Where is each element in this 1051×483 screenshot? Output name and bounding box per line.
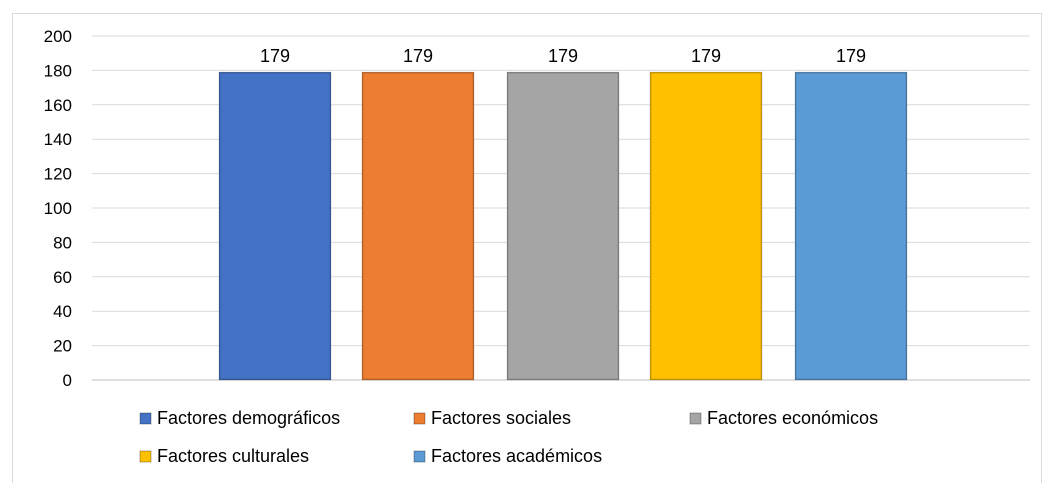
y-tick-label: 200 xyxy=(44,27,72,46)
bar-outline xyxy=(361,71,475,381)
legend-swatch xyxy=(413,412,426,425)
bar-outline xyxy=(218,71,332,381)
y-tick-label: 140 xyxy=(44,130,72,149)
legend-swatch xyxy=(139,450,152,463)
y-tick-label: 60 xyxy=(53,268,72,287)
bar xyxy=(219,72,331,381)
legend-label: Factores académicos xyxy=(431,446,602,466)
legend-label: Factores demográficos xyxy=(157,408,340,428)
data-label: 179 xyxy=(548,46,578,66)
data-labels: 179 179 179 179 179 xyxy=(260,46,866,66)
data-label: 179 xyxy=(836,46,866,66)
legend-swatch xyxy=(413,450,426,463)
data-label: 179 xyxy=(260,46,290,66)
y-tick-label: 0 xyxy=(63,371,72,390)
data-label: 179 xyxy=(403,46,433,66)
legend-label: Factores económicos xyxy=(707,408,878,428)
legend-label: Factores sociales xyxy=(431,408,571,428)
bar xyxy=(362,72,474,381)
legend-swatch xyxy=(139,412,152,425)
bar xyxy=(650,72,762,381)
legend-swatch xyxy=(689,412,702,425)
y-tick-label: 120 xyxy=(44,165,72,184)
data-label: 179 xyxy=(691,46,721,66)
y-axis-tick-labels: 0 20 40 60 80 100 120 140 160 180 200 xyxy=(44,27,72,390)
y-tick-label: 40 xyxy=(53,302,72,321)
y-tick-label: 100 xyxy=(44,199,72,218)
y-tick-label: 80 xyxy=(53,233,72,252)
legend-label: Factores culturales xyxy=(157,446,309,466)
bar xyxy=(795,72,907,381)
y-tick-label: 160 xyxy=(44,96,72,115)
bars xyxy=(218,71,908,381)
y-tick-label: 180 xyxy=(44,61,72,80)
legend: Factores demográficos Factores sociales Fa… xyxy=(139,408,878,466)
y-tick-label: 20 xyxy=(53,337,72,356)
bar-outline xyxy=(794,71,908,381)
bar-outline xyxy=(649,71,763,381)
bar-outline xyxy=(506,71,620,381)
bar xyxy=(507,72,619,381)
